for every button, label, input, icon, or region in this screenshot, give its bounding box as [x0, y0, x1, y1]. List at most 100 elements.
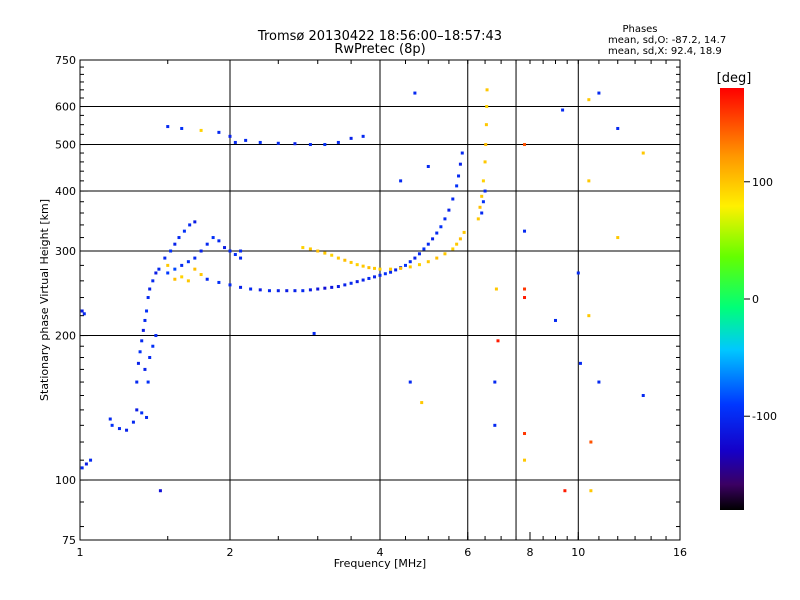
data-point — [378, 273, 382, 277]
data-point — [146, 296, 150, 300]
data-point — [199, 249, 203, 253]
data-point — [485, 88, 489, 92]
data-point — [117, 427, 121, 431]
data-point — [140, 411, 144, 415]
data-point — [483, 160, 487, 164]
data-point — [457, 174, 461, 178]
data-point — [523, 287, 527, 291]
data-point — [173, 267, 177, 271]
data-point — [157, 267, 161, 271]
data-point — [587, 179, 591, 183]
data-point — [276, 289, 280, 293]
data-point — [458, 162, 462, 166]
data-point — [480, 211, 484, 215]
data-point — [177, 236, 181, 240]
data-point — [553, 318, 557, 322]
data-point — [143, 318, 147, 322]
data-point — [136, 361, 140, 365]
data-point — [82, 312, 86, 316]
colorbar-label: [deg] — [717, 71, 752, 86]
data-point — [244, 138, 248, 142]
data-point — [455, 242, 459, 246]
data-point — [180, 126, 184, 130]
data-point — [373, 275, 377, 279]
data-point — [199, 273, 203, 277]
data-point — [228, 134, 232, 138]
data-point — [389, 270, 393, 274]
data-point — [336, 285, 340, 289]
data-point — [249, 287, 253, 291]
data-point — [443, 217, 447, 221]
data-point — [597, 91, 601, 95]
data-point — [383, 272, 387, 276]
data-point — [485, 105, 489, 109]
data-point — [154, 334, 158, 338]
data-point — [173, 277, 177, 281]
data-point — [349, 136, 353, 140]
data-point — [641, 151, 645, 155]
data-point — [460, 151, 464, 155]
data-point — [641, 394, 645, 398]
data-point — [523, 229, 527, 233]
data-point — [426, 164, 430, 168]
x-tick-label: 1 — [77, 546, 84, 559]
data-point — [408, 260, 412, 264]
data-point — [308, 288, 312, 292]
grid-lines — [80, 60, 680, 540]
data-point — [493, 380, 497, 384]
data-point — [373, 266, 377, 270]
data-point — [140, 339, 144, 343]
x-tick-label: 4 — [377, 546, 384, 559]
y-tick-label: 500 — [55, 139, 76, 152]
y-tick-label: 600 — [55, 101, 76, 114]
data-point — [217, 280, 221, 284]
data-point — [267, 289, 271, 293]
data-point — [186, 260, 190, 264]
x-tick-label: 2 — [227, 546, 234, 559]
data-point — [435, 256, 439, 260]
data-point — [367, 276, 371, 280]
data-point — [361, 134, 365, 138]
data-point — [426, 242, 430, 246]
data-point — [336, 256, 340, 260]
data-point — [135, 380, 139, 384]
colorbar-ticks: 100 0 -100 — [744, 176, 777, 423]
data-points — [80, 88, 645, 493]
data-point — [188, 223, 192, 227]
data-point — [285, 289, 289, 293]
data-point — [293, 142, 297, 146]
y-tick-label: 300 — [55, 245, 76, 258]
data-point — [143, 367, 147, 371]
data-point — [323, 143, 327, 147]
data-point — [154, 271, 158, 275]
data-point — [186, 279, 190, 283]
data-point — [138, 350, 142, 354]
data-point — [439, 225, 443, 229]
data-point — [343, 283, 347, 287]
data-point — [228, 283, 232, 287]
data-point — [355, 280, 359, 284]
data-point — [173, 242, 177, 246]
data-point — [403, 263, 407, 267]
axis-ticks: 1 2 4 6 8 10 16 75 100 200 300 400 500 600 750 — [55, 54, 687, 559]
data-point — [378, 267, 382, 271]
data-point — [239, 256, 243, 260]
data-point — [180, 263, 184, 267]
data-point — [563, 489, 567, 493]
data-point — [131, 420, 135, 424]
data-point — [301, 289, 305, 293]
data-point — [108, 417, 112, 421]
data-point — [330, 253, 334, 257]
data-point — [228, 249, 232, 253]
data-point — [616, 236, 620, 240]
data-point — [110, 423, 114, 427]
data-point — [451, 247, 455, 251]
data-point — [316, 249, 320, 253]
colorbar-tick-label: -100 — [752, 410, 777, 423]
data-point — [163, 256, 167, 260]
data-point — [355, 263, 359, 267]
data-point — [484, 143, 488, 147]
colorbar-tick-label: 100 — [752, 176, 773, 189]
data-point — [316, 287, 320, 291]
data-point — [493, 423, 497, 427]
